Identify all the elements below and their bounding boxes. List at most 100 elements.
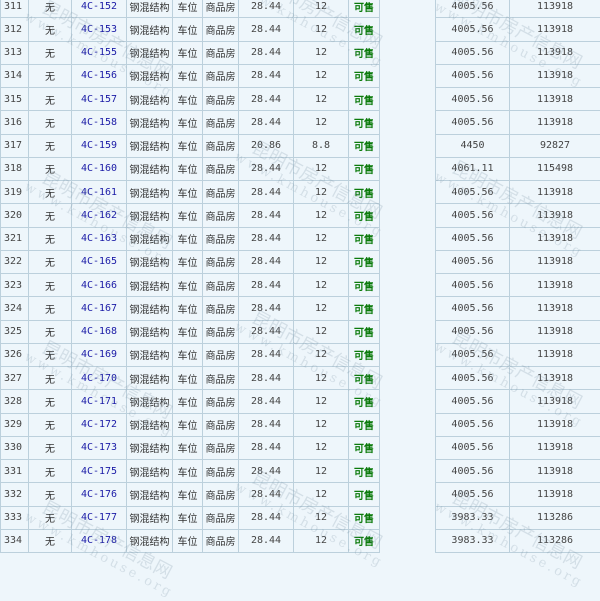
unit-code-link[interactable]: 4C-172 [81,419,117,430]
floor-cell: 无 [29,297,72,320]
building-area-cell: 28.44 [239,413,294,436]
house-type-cell: 商品房 [203,529,239,552]
blank-cell [380,41,436,64]
unit-code-link[interactable]: 4C-155 [81,47,117,58]
usage-cell: 车位 [173,297,203,320]
blank-cell [380,0,436,18]
unit-price-cell: 4005.56 [436,111,510,134]
unit-code-link[interactable]: 4C-160 [81,163,117,174]
unit-code-link[interactable]: 4C-159 [81,140,117,151]
row-number: 325 [1,320,29,343]
row-number: 324 [1,297,29,320]
unit-code-link: 4C-169 [72,343,127,366]
unit-code-link[interactable]: 4C-175 [81,466,117,477]
inner-area-cell: 12 [294,0,349,18]
unit-code-link[interactable]: 4C-168 [81,326,117,337]
floor-cell: 无 [29,227,72,250]
house-type-cell: 商品房 [203,390,239,413]
status-cell: 可售 [349,297,380,320]
usage-cell: 车位 [173,64,203,87]
unit-code-link[interactable]: 4C-165 [81,256,117,267]
unit-code-link: 4C-168 [72,320,127,343]
usage-cell: 车位 [173,320,203,343]
blank-cell [380,297,436,320]
building-area-cell: 28.44 [239,506,294,529]
floor-cell: 无 [29,413,72,436]
unit-code-link[interactable]: 4C-153 [81,24,117,35]
blank-cell [380,227,436,250]
unit-code-link[interactable]: 4C-161 [81,187,117,198]
unit-code-link[interactable]: 4C-163 [81,233,117,244]
row-number: 334 [1,529,29,552]
unit-code-link[interactable]: 4C-170 [81,373,117,384]
row-number: 332 [1,483,29,506]
total-price-cell: 113918 [510,320,600,343]
unit-code-link[interactable]: 4C-167 [81,303,117,314]
status-cell: 可售 [349,18,380,41]
unit-price-cell: 4005.56 [436,88,510,111]
blank-cell [380,64,436,87]
unit-code-link[interactable]: 4C-158 [81,117,117,128]
unit-code-link[interactable]: 4C-157 [81,94,117,105]
unit-code-link: 4C-170 [72,367,127,390]
unit-code-link[interactable]: 4C-173 [81,442,117,453]
floor-cell: 无 [29,157,72,180]
unit-code-link: 4C-153 [72,18,127,41]
usage-cell: 车位 [173,436,203,459]
usage-cell: 车位 [173,483,203,506]
status-cell: 可售 [349,41,380,64]
unit-code-link[interactable]: 4C-152 [81,1,117,12]
building-area-cell: 28.44 [239,274,294,297]
floor-cell: 无 [29,436,72,459]
inner-area-cell: 12 [294,367,349,390]
unit-price-cell: 4005.56 [436,204,510,227]
house-type-cell: 商品房 [203,88,239,111]
unit-price-cell: 4005.56 [436,18,510,41]
unit-code-link[interactable]: 4C-171 [81,396,117,407]
inner-area-cell: 12 [294,343,349,366]
structure-cell: 钢混结构 [127,111,173,134]
usage-cell: 车位 [173,460,203,483]
unit-price-cell: 4005.56 [436,0,510,18]
blank-cell [380,413,436,436]
usage-cell: 车位 [173,274,203,297]
unit-code-link[interactable]: 4C-177 [81,512,117,523]
floor-cell: 无 [29,18,72,41]
unit-code-link[interactable]: 4C-166 [81,280,117,291]
floor-cell: 无 [29,460,72,483]
unit-code-link[interactable]: 4C-162 [81,210,117,221]
building-area-cell: 28.44 [239,41,294,64]
usage-cell: 车位 [173,227,203,250]
status-cell: 可售 [349,436,380,459]
inner-area-cell: 8.8 [294,134,349,157]
row-number: 317 [1,134,29,157]
unit-code-link[interactable]: 4C-156 [81,70,117,81]
total-price-cell: 113918 [510,88,600,111]
unit-price-cell: 4005.56 [436,460,510,483]
unit-price-cell: 4005.56 [436,390,510,413]
status-cell: 可售 [349,367,380,390]
blank-cell [380,367,436,390]
blank-cell [380,343,436,366]
unit-code-link: 4C-163 [72,227,127,250]
total-price-cell: 113918 [510,181,600,204]
usage-cell: 车位 [173,0,203,18]
usage-cell: 车位 [173,367,203,390]
structure-cell: 钢混结构 [127,460,173,483]
building-area-cell: 28.44 [239,111,294,134]
unit-code-link[interactable]: 4C-169 [81,349,117,360]
inner-area-cell: 12 [294,41,349,64]
unit-code-link[interactable]: 4C-176 [81,489,117,500]
status-cell: 可售 [349,64,380,87]
row-number: 327 [1,367,29,390]
unit-price-cell: 4005.56 [436,181,510,204]
unit-code-link[interactable]: 4C-178 [81,535,117,546]
row-number: 314 [1,64,29,87]
unit-code-link: 4C-167 [72,297,127,320]
